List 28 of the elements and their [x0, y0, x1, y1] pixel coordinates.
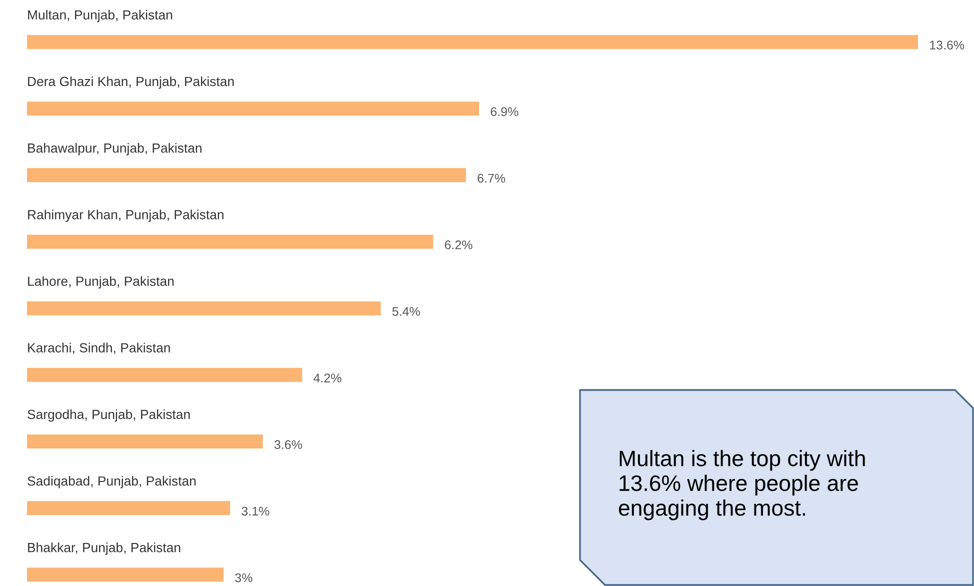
y-tick-label: Sargodha, Punjab, Pakistan [28, 409, 190, 422]
bar [27, 102, 480, 116]
data-label: 6.9% [490, 107, 518, 116]
annotation: Multan is the top city with 13.6% where people are engaging the most. [618, 450, 865, 520]
bar [27, 501, 230, 516]
bar [27, 234, 434, 249]
data-label: 6.2% [444, 240, 472, 250]
data-label: 3.6% [274, 440, 302, 450]
bar [27, 168, 466, 182]
bar [27, 301, 381, 316]
data-label: 3% [235, 573, 252, 582]
data-label: 5.4% [392, 307, 420, 316]
y-tick-label: Karachi, Sindh, Pakistan [28, 342, 170, 354]
bar [27, 368, 302, 382]
y-tick-label: Sadiqabad, Punjab, Pakistan [28, 476, 196, 488]
bar [27, 434, 263, 448]
data-label: 4.2% [314, 374, 342, 382]
data-label: 3.1% [242, 506, 270, 516]
y-tick-label: Multan, Punjab, Pakistan [28, 10, 172, 22]
bar [27, 568, 224, 582]
y-tick-label: Bahawalpur, Punjab, Pakistan [28, 143, 202, 156]
data-label: 13.6% [930, 40, 964, 50]
bar [27, 35, 918, 49]
y-tick-label: Rahimyar Khan, Punjab, Pakistan [28, 210, 224, 222]
y-tick-label: Dera Ghazi Khan, Punjab, Pakistan [28, 76, 234, 89]
y-tick-label: Lahore, Punjab, Pakistan [28, 276, 174, 289]
y-tick-label: Bhakkar, Punjab, Pakistan [28, 542, 180, 555]
data-label: 6.7% [478, 174, 506, 183]
